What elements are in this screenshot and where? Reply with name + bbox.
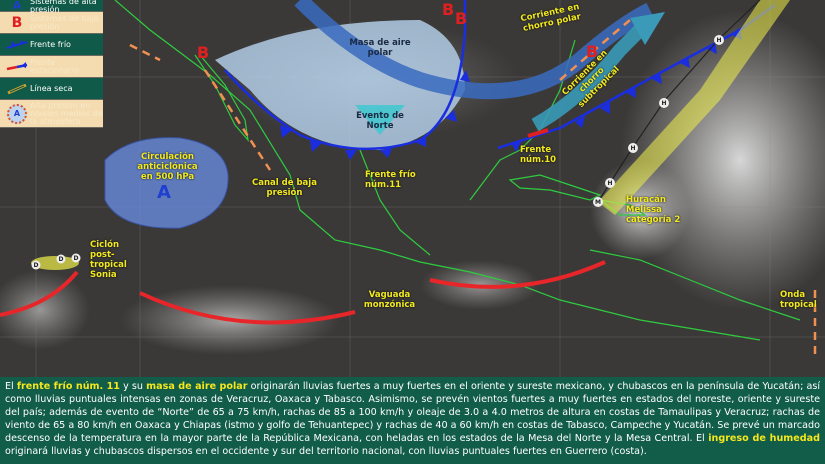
bulletin-text: originará lluvias y chubascos dispersos … <box>5 445 647 457</box>
bulletin-highlight: masa de aire polar <box>146 381 248 392</box>
tropical-wave-label: Onda tropical <box>780 290 817 310</box>
anticyclone-area <box>104 137 229 229</box>
bulletin-text: y su <box>119 381 147 392</box>
legend-item-high: A Sistemas de alta presión <box>0 0 103 14</box>
bulletin-text: El <box>5 381 17 392</box>
legend-label: Sistemas de alta presión <box>30 0 97 14</box>
legend-label: Alta presión en niveles medios de la atm… <box>30 100 103 126</box>
legend-label: Frente frío <box>30 39 71 49</box>
track-point-m: M <box>595 199 601 206</box>
sonia-point: D <box>59 256 64 263</box>
high-pressure-icon: A <box>12 0 22 12</box>
low-pressure-symbol: B <box>197 43 210 62</box>
high-pressure-symbol: A <box>157 182 171 203</box>
trough-label: Canal de baja presión <box>252 178 317 198</box>
low-pressure-symbol: B <box>442 0 455 19</box>
legend-label: Sistemas de baja presión <box>30 13 99 31</box>
track-point-h: H <box>661 100 666 107</box>
low-pressure-symbol: B <box>586 42 599 61</box>
bulletin-highlight: ingreso de humedad <box>708 432 820 444</box>
low-pressure-trough <box>203 69 272 171</box>
sonia-point: D <box>74 255 79 262</box>
hurricane-forecast-cone[interactable] <box>598 0 790 215</box>
subtropical-jet-arrowhead <box>630 12 665 45</box>
bulletin-highlight: frente frío núm. 11 <box>16 381 120 392</box>
stationary-front-segment <box>527 128 549 138</box>
mid-level-high-icon: A <box>4 103 30 124</box>
sonia-point: D <box>34 262 39 269</box>
legend-item-cold-front: Frente frío <box>0 34 103 56</box>
monsoon-trough <box>0 260 606 325</box>
polar-air-mass-label: Masa de aire polar <box>349 38 411 58</box>
hurricane-melissa-label: Huracán Melissa categoría 2 <box>626 195 681 225</box>
anticyclone-label: Circulación anticiclónica en 500 hPa <box>137 152 198 182</box>
cold-front-11[interactable] <box>224 0 467 151</box>
legend-item-mid-level-high: A Alta presión en niveles medios de la a… <box>0 100 103 128</box>
cold-front-icon <box>4 39 30 50</box>
legend-label: Frente estacionario <box>30 57 80 75</box>
sonia-track-cone <box>31 256 79 270</box>
stationary-front-icon <box>4 61 30 72</box>
low-pressure-symbol: B <box>455 9 468 28</box>
norte-event-label: Evento de Norte <box>356 111 404 131</box>
subtropical-jet-stream[interactable] <box>531 25 645 132</box>
forecast-bulletin: El frente frío núm. 11 y su masa de aire… <box>0 377 825 464</box>
sonia-label: Ciclón post-tropical Sonia <box>90 240 127 280</box>
front-11-label: Frente frío núm.11 <box>365 170 416 190</box>
low-pressure-icon: B <box>11 14 23 31</box>
polar-air-mass <box>215 20 465 150</box>
monsoon-trough-label: Vaguada monzónica <box>363 290 416 310</box>
front-10-label: Frente núm.10 <box>520 145 557 165</box>
weather-map: M H H H H D D D <box>0 0 825 377</box>
bulletin-text: originarán lluvias fuertes a muy fuertes… <box>5 381 821 444</box>
polar-jet-stream[interactable] <box>294 0 654 100</box>
track-point-h: H <box>716 37 721 44</box>
map-legend: A Sistemas de alta presión B Sistemas de… <box>0 0 103 128</box>
track-point-h: H <box>630 145 635 152</box>
track-point-h: H <box>607 180 612 187</box>
legend-item-low: B Sistemas de baja presión <box>0 12 103 34</box>
dry-line-icon <box>4 83 30 94</box>
legend-label: Línea seca <box>30 83 73 93</box>
legend-item-dry-line: Línea seca <box>0 78 103 100</box>
norte-event-marker[interactable] <box>355 105 405 135</box>
legend-item-stationary-front: Frente estacionario <box>0 56 103 78</box>
